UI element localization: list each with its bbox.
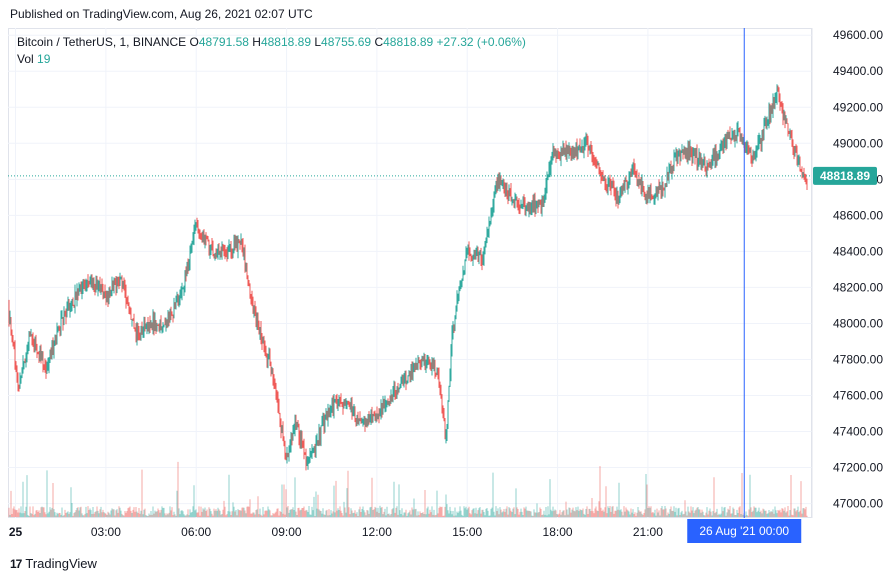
time-tick-label: 25: [9, 525, 23, 539]
tradingview-logo-icon: 17: [10, 556, 22, 571]
legend-volume-row: Vol 19: [17, 51, 526, 68]
crosshair-time-tag: 26 Aug '21 00:00: [687, 519, 802, 543]
chart-legend: Bitcoin / TetherUS, 1, BINANCE O48791.58…: [17, 34, 526, 68]
legend-change: +27.32 (+0.06%): [436, 35, 526, 49]
price-tick-label: 48400.00: [833, 244, 883, 258]
legend-ohlc-row: Bitcoin / TetherUS, 1, BINANCE O48791.58…: [17, 34, 526, 51]
time-tick-label: 06:00: [181, 525, 211, 539]
price-tick-label: 48600.00: [833, 208, 883, 222]
legend-close: 48818.89: [383, 35, 434, 49]
footer-brand: 17 TradingView: [10, 556, 97, 571]
legend-low: 48755.69: [321, 35, 372, 49]
legend-vol: 19: [37, 52, 51, 66]
legend-open-label: O: [189, 35, 199, 49]
last-price-tag-label: 48818.89: [820, 169, 870, 183]
legend-high: 48818.89: [260, 35, 312, 49]
grid-lines: [8, 28, 812, 518]
time-tick-label: 21:00: [633, 525, 663, 539]
published-header: Published on TradingView.com, Aug 26, 20…: [10, 7, 313, 21]
legend-low-label: L: [314, 35, 322, 49]
legend-symbol: Bitcoin / TetherUS, 1, BINANCE: [17, 35, 187, 49]
price-tick-label: 49000.00: [833, 136, 883, 150]
time-tick-label: 15:00: [452, 525, 482, 539]
time-tick-label: 12:00: [362, 525, 392, 539]
volume-bars: [8, 461, 808, 517]
legend-vol-label: Vol: [17, 52, 34, 66]
time-axis: 25 03:00 06:00 09:00 12:00 15:00 18:00 21:00: [9, 525, 663, 539]
legend-high-label: H: [252, 35, 261, 49]
last-price-tag: 48818.89: [813, 166, 877, 185]
price-tick-label: 48200.00: [833, 280, 883, 294]
legend-open: 48791.58: [198, 35, 249, 49]
brand-name: TradingView: [25, 556, 97, 571]
price-tick-label: 47800.00: [833, 352, 883, 366]
time-tick-label: 09:00: [272, 525, 302, 539]
price-tick-label: 49400.00: [833, 64, 883, 78]
price-tick-label: 49200.00: [833, 100, 883, 114]
candles: [8, 84, 808, 471]
time-tick-label: 18:00: [543, 525, 573, 539]
price-tick-label: 47600.00: [833, 389, 883, 403]
time-tick-label: 03:00: [91, 525, 121, 539]
crosshair-tag-bg: [687, 519, 802, 543]
price-tick-label: 47200.00: [833, 461, 883, 475]
last-price-tag-bg: [813, 166, 877, 185]
price-tick-label: 48000.00: [833, 316, 883, 330]
price-tick-label: 49600.00: [833, 28, 883, 42]
crosshair-tag-label: 26 Aug '21 00:00: [699, 524, 789, 538]
price-tick-label: 47000.00: [833, 497, 883, 511]
price-tick-label: 47400.00: [833, 425, 883, 439]
price-axis: 49600.0049400.0049200.0049000.0048800.00…: [833, 28, 883, 510]
legend-close-label: C: [374, 35, 384, 49]
